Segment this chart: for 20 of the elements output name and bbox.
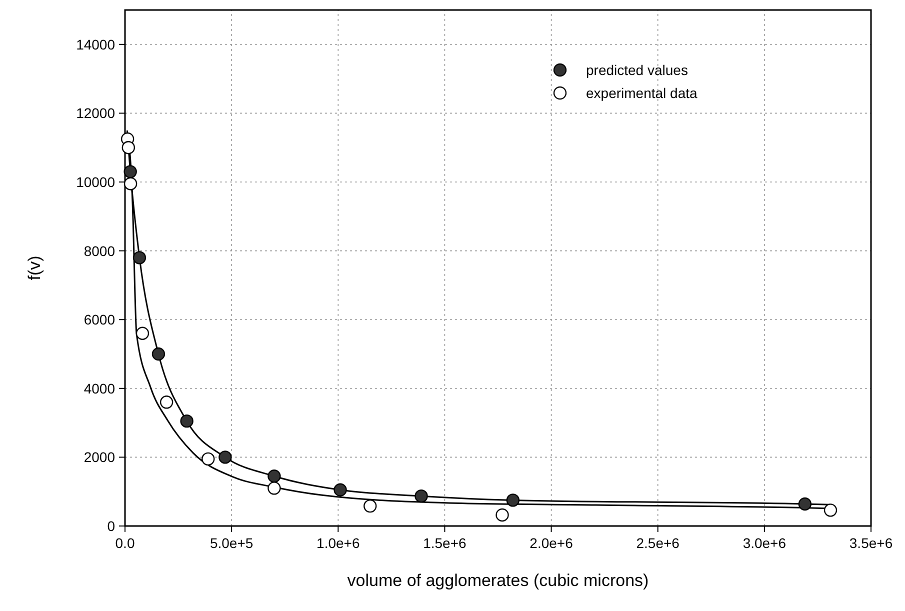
x-tick-label: 1.5e+6 [423,535,467,551]
x-tick-label: 0.0 [115,535,135,551]
x-tick-label: 3.0e+6 [742,535,786,551]
x-tick-label: 2.5e+6 [636,535,680,551]
y-axis-title: f(v) [25,256,44,280]
x-tick-label: 1.0e+6 [316,535,360,551]
x-axis-title: volume of agglomerates (cubic microns) [347,571,649,590]
x-tick-label: 3.5e+6 [849,535,893,551]
legend-label: experimental data [586,85,698,101]
y-tick-label: 8000 [84,242,116,259]
y-tick-label: 2000 [84,449,116,466]
y-tick-label: 6000 [84,312,116,328]
y-tick-label: 10000 [76,174,116,190]
y-tick-label: 12000 [76,105,116,122]
x-tick-label: 2.0e+6 [530,535,574,551]
y-tick-label: 4000 [84,380,116,396]
x-tick-label: 5.0e+5 [210,535,254,551]
legend-label: predicted values [586,62,688,78]
y-tick-label: 0 [107,518,116,534]
y-tick-label: 14000 [76,36,116,52]
